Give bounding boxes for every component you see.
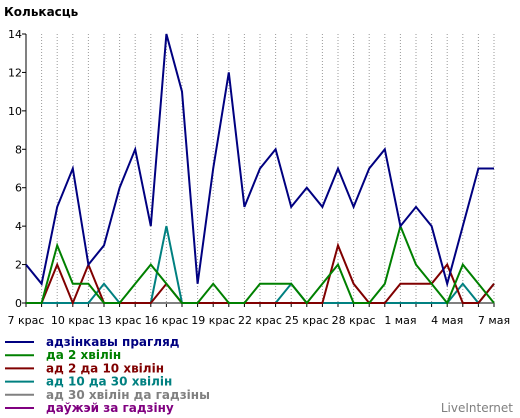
legend-label: ад 30 хвілін да гадзіны	[46, 388, 210, 402]
x-tick-label: 4 мая	[431, 314, 463, 327]
x-ticks: 7 крас 10 крас 13 крас 16 крас 19 крас 22 кра…	[8, 314, 511, 327]
x-tick-label: 10 крас	[51, 314, 95, 327]
series-line	[26, 225, 495, 305]
y-tick-label: 8	[15, 143, 22, 156]
y-ticks: 0 2 4 6 8 10 12 14	[8, 28, 26, 310]
x-tick-label: 25 крас	[285, 314, 329, 327]
legend-label: да 2 хвілін	[46, 348, 121, 362]
x-tick-label: 7 крас	[8, 314, 45, 327]
series-lines	[25, 33, 495, 306]
series-line	[26, 222, 495, 305]
y-tick-label: 10	[8, 105, 22, 118]
y-tick-label: 14	[8, 28, 22, 41]
y-tick-label: 0	[15, 297, 22, 310]
x-tick-label: 22 крас	[238, 314, 282, 327]
x-tick-label: 19 крас	[191, 314, 235, 327]
legend-label: ад 10 да 30 хвілін	[46, 375, 172, 389]
y-tick-label: 6	[15, 182, 22, 195]
grid	[41, 34, 495, 303]
series-line	[25, 33, 494, 288]
legend-label: даўжэй за гадзіну	[46, 401, 174, 415]
x-tick-label: 7 мая	[478, 314, 510, 327]
x-tick-label: 28 крас	[332, 314, 376, 327]
legend-label: адзінкавы прагляд	[46, 335, 180, 349]
y-tick-label: 4	[15, 220, 22, 233]
x-tick-label: 13 крас	[98, 314, 142, 327]
brand-label: LiveInternet	[441, 401, 513, 415]
y-tick-label: 2	[15, 259, 22, 272]
legend-label: ад 2 да 10 хвілін	[46, 361, 164, 375]
x-tick-label: 1 мая	[384, 314, 416, 327]
y-tick-label: 12	[8, 66, 22, 79]
y-axis-label: Колькасць	[4, 5, 79, 19]
x-tick-label: 16 крас	[144, 314, 188, 327]
